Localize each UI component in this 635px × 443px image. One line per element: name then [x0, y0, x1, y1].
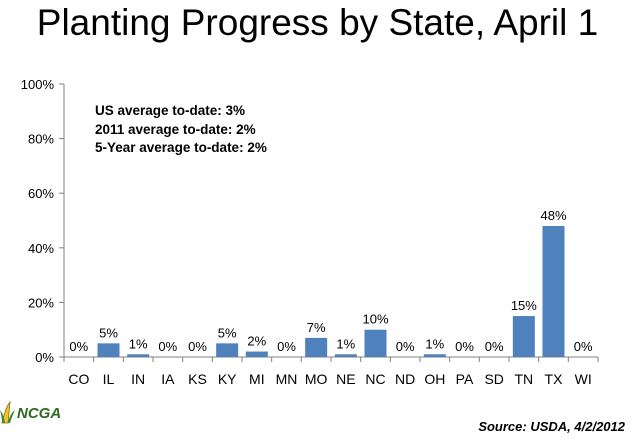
category-label-sd: SD [484, 371, 503, 387]
data-label-ks: 0% [188, 339, 207, 354]
data-label-ia: 0% [158, 339, 177, 354]
y-tick-label: 60% [28, 186, 54, 201]
category-label-ks: KS [188, 371, 207, 387]
category-label-in: IN [131, 371, 145, 387]
category-label-wi: WI [575, 371, 592, 387]
category-label-tx: TX [545, 371, 564, 387]
category-label-pa: PA [456, 371, 474, 387]
data-label-mn: 0% [277, 339, 296, 354]
data-label-mi: 2% [247, 334, 266, 349]
chart-title: Planting Progress by State, April 1 [36, 2, 599, 43]
bar-in [127, 354, 150, 357]
ncga-logo: NCGA [0, 401, 61, 425]
y-tick-label: 20% [28, 295, 54, 310]
bar-ne [334, 354, 357, 357]
data-label-in: 1% [129, 336, 148, 351]
category-label-nc: NC [365, 371, 385, 387]
bar-tx [542, 225, 565, 357]
y-tick-label: 100% [21, 77, 55, 92]
bar-nc [364, 329, 387, 357]
bar-ky [216, 343, 239, 357]
category-label-mn: MN [276, 371, 298, 387]
summary-annotations: US average to-date: 3% 2011 average to-d… [95, 102, 267, 158]
annotation-2011-average: 2011 average to-date: 2% [95, 121, 256, 137]
data-label-mo: 7% [307, 320, 326, 335]
y-tick-label: 80% [28, 132, 54, 147]
bar-tn [512, 316, 535, 357]
data-label-wi: 0% [574, 339, 593, 354]
corn-icon [0, 401, 15, 424]
bar-mo [305, 337, 328, 357]
category-label-nd: ND [395, 371, 415, 387]
data-label-co: 0% [69, 339, 88, 354]
category-label-oh: OH [424, 371, 445, 387]
category-label-ky: KY [218, 371, 237, 387]
data-label-ne: 1% [336, 336, 355, 351]
data-label-il: 5% [99, 325, 118, 340]
data-label-oh: 1% [425, 336, 444, 351]
bar-mi [245, 351, 268, 357]
source-note: Source: USDA, 4/2/2012 [478, 419, 625, 434]
logo-text: NCGA [17, 404, 62, 422]
data-label-pa: 0% [455, 339, 474, 354]
annotation-5-year-average: 5-Year average to-date: 2% [95, 140, 267, 155]
data-label-nd: 0% [396, 339, 415, 354]
data-label-sd: 0% [485, 339, 504, 354]
bar-il [97, 343, 120, 357]
category-label-tn: TN [514, 371, 533, 387]
data-label-tn: 15% [511, 298, 537, 313]
category-label-mo: MO [305, 371, 328, 387]
category-label-ia: IA [161, 371, 175, 387]
y-tick-label: 40% [28, 241, 54, 256]
bar-oh [423, 354, 446, 357]
annotation-us-average: US average to-date: 3% [95, 103, 246, 118]
category-label-co: CO [68, 371, 89, 387]
y-tick-label: 0% [35, 350, 54, 365]
category-label-il: IL [103, 371, 115, 387]
category-label-mi: MI [249, 371, 265, 387]
data-label-tx: 48% [540, 208, 566, 223]
data-label-ky: 5% [218, 325, 237, 340]
data-label-nc: 10% [362, 312, 388, 327]
category-label-ne: NE [336, 371, 355, 387]
